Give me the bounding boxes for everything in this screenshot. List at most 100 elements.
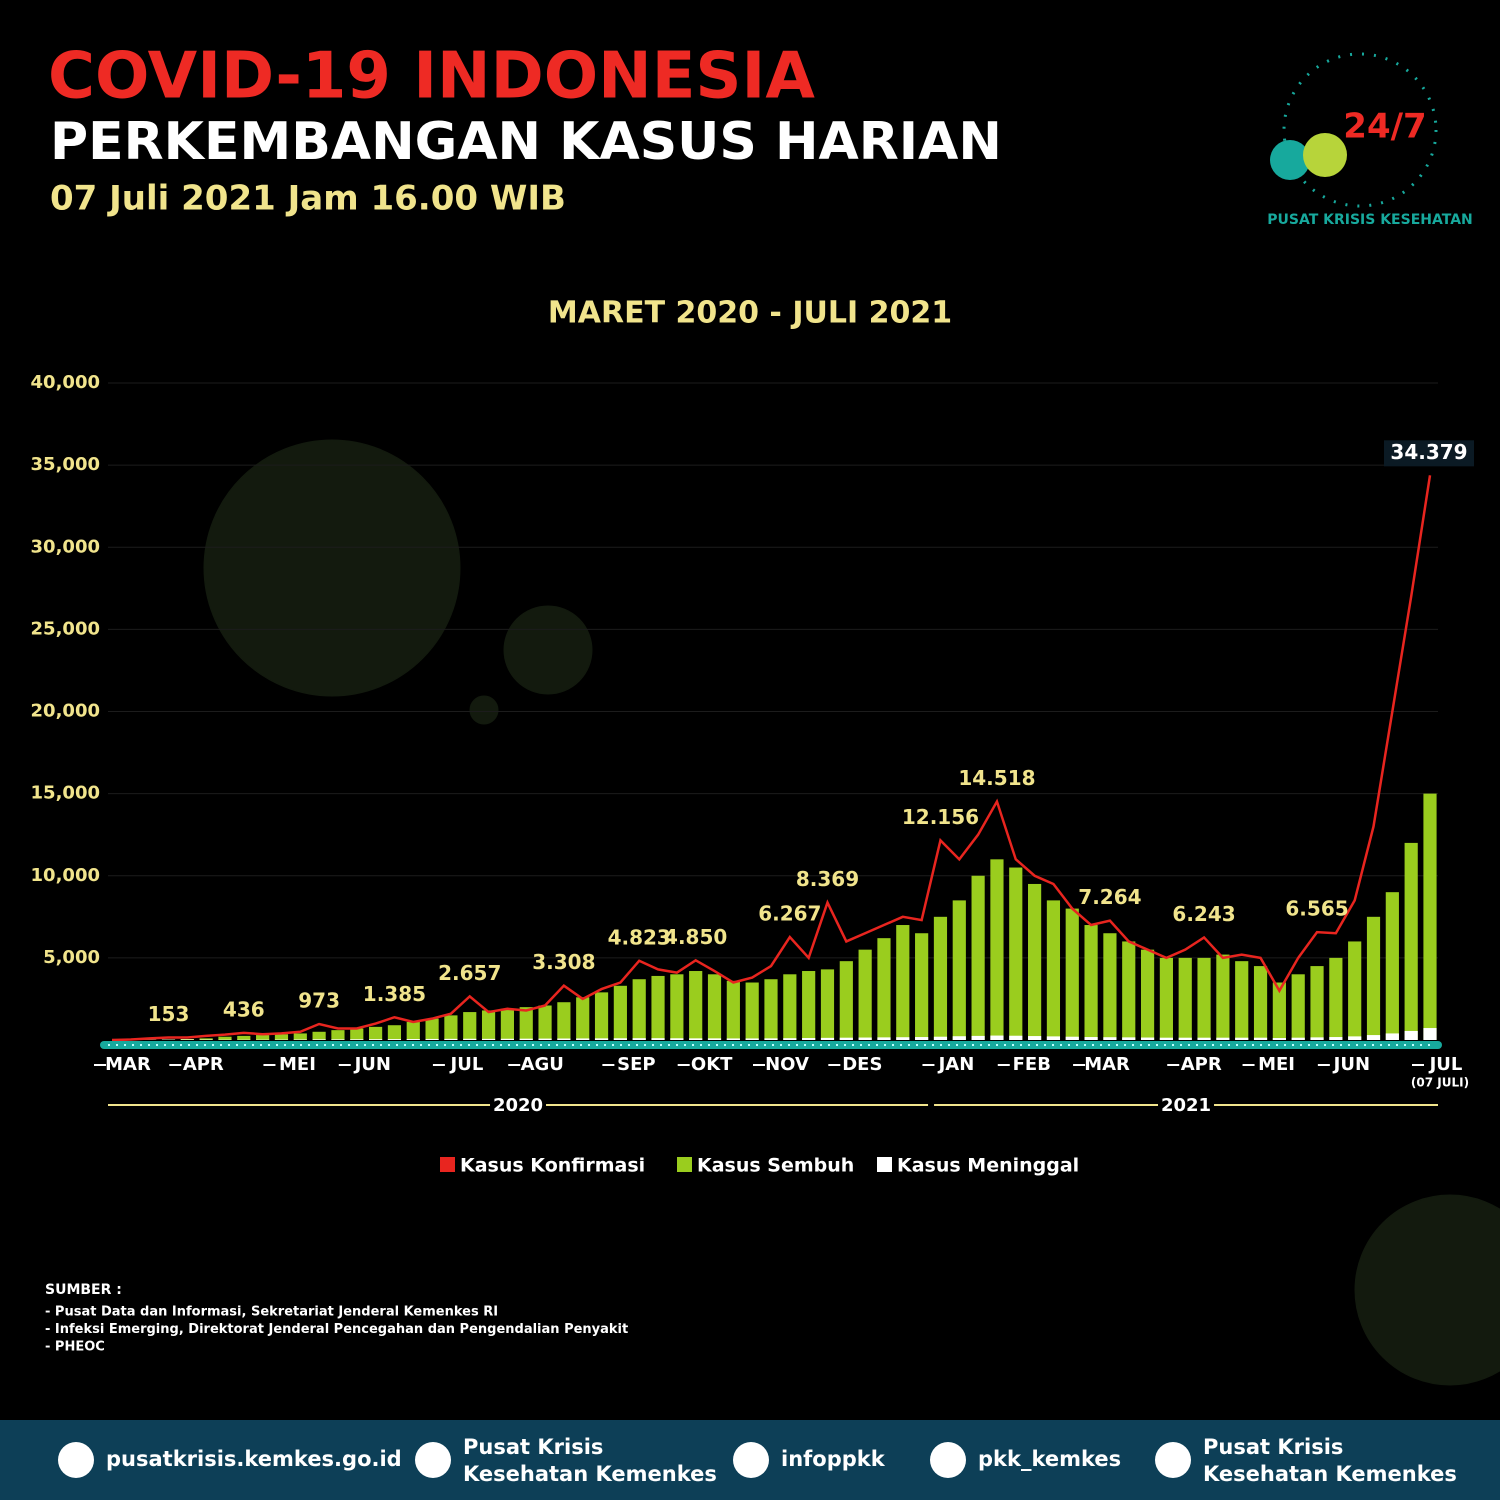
bar [1159, 1037, 1173, 1040]
bar [237, 1035, 251, 1040]
bar [218, 1036, 232, 1040]
legend-swatch [877, 1157, 892, 1172]
bar [820, 969, 835, 1040]
bar [707, 974, 722, 1040]
y-tick-label: 35,000 [31, 454, 100, 475]
bar [745, 982, 759, 1040]
bar [1423, 1028, 1437, 1040]
x-tick-label: JUN [353, 1054, 391, 1075]
bar [1028, 1036, 1042, 1040]
bar [1235, 961, 1249, 1040]
bar [331, 1039, 345, 1040]
bar [256, 1035, 270, 1040]
bar [1404, 842, 1418, 1040]
bar [1103, 933, 1117, 1040]
bar [1197, 1037, 1211, 1040]
title: COVID-19 INDONESIA [48, 40, 815, 114]
value-label: 3.308 [532, 950, 595, 974]
bar [839, 1037, 853, 1040]
bar [670, 1038, 684, 1040]
bar [933, 916, 948, 1040]
footer-icon [1155, 1442, 1191, 1478]
bar [952, 1036, 966, 1040]
bar [1065, 1036, 1079, 1040]
bar [820, 1037, 835, 1040]
bar [1103, 1037, 1117, 1040]
x-tick-label: SEP [617, 1054, 655, 1075]
bar [896, 1037, 910, 1040]
date: 07 Juli 2021 Jam 16.00 WIB [50, 179, 566, 219]
bar [1235, 1037, 1249, 1040]
y-tick-label: 20,000 [31, 701, 100, 722]
bar [839, 961, 853, 1040]
bar [783, 1038, 797, 1040]
bar [971, 1035, 985, 1040]
value-label: 8.369 [796, 867, 859, 891]
bar [670, 974, 684, 1040]
bar [1084, 925, 1098, 1040]
bar [858, 1037, 872, 1040]
line [111, 475, 1432, 1042]
footer-text: Kesehatan Kemenkes [463, 1462, 717, 1486]
bar [896, 925, 910, 1040]
logo-ring [1282, 52, 1438, 208]
bar [651, 1038, 665, 1040]
bar [1291, 1037, 1305, 1040]
logo-mark [1303, 133, 1347, 177]
y-tick-label: 10,000 [31, 865, 100, 886]
bar [726, 980, 740, 1040]
x-tick-label: MEI [1258, 1054, 1295, 1075]
bar [632, 1038, 646, 1040]
y-tick-label: 5,000 [43, 947, 100, 968]
value-label: 153 [148, 1002, 190, 1026]
year-label: 2020 [493, 1095, 543, 1116]
bar [425, 1018, 439, 1040]
bar [1009, 1035, 1023, 1040]
bar [745, 1038, 759, 1040]
bar [1366, 1035, 1381, 1040]
x-tick-label: NOV [765, 1054, 809, 1075]
bar [199, 1038, 213, 1040]
bar [1329, 1037, 1343, 1040]
bar [990, 1035, 1004, 1040]
bar [858, 949, 872, 1040]
legend-label: Kasus Sembuh [697, 1155, 854, 1177]
y-tick-label: 40,000 [31, 372, 100, 393]
bar [1122, 1037, 1136, 1040]
bar [613, 1038, 627, 1040]
bar [1122, 941, 1136, 1040]
bar [406, 1039, 420, 1040]
bar [1065, 908, 1079, 1040]
bar [444, 1015, 458, 1040]
bar [444, 1038, 458, 1040]
virus-decoration [203, 439, 1500, 1386]
bar [369, 1026, 383, 1040]
bar [707, 1038, 722, 1040]
value-label: 4.823 [608, 925, 671, 949]
bar [1159, 957, 1173, 1040]
bar [1140, 1037, 1155, 1040]
bar [274, 1034, 289, 1040]
bar [1329, 957, 1343, 1040]
y-tick-label: 30,000 [31, 536, 100, 557]
footer-text: pkk_kemkes [978, 1447, 1121, 1471]
bar [1216, 1037, 1230, 1040]
bar [971, 875, 985, 1040]
x-tick-label: AGU [521, 1054, 564, 1075]
bar [1348, 1036, 1362, 1040]
bar [1084, 1037, 1098, 1040]
bar [500, 1038, 514, 1040]
bar [1178, 957, 1192, 1040]
year-label-bg [1158, 1094, 1215, 1116]
bar [1253, 966, 1268, 1040]
footer-icon [733, 1442, 769, 1478]
bar [877, 1037, 891, 1040]
bar [1216, 954, 1230, 1040]
footer-icon [58, 1442, 94, 1478]
bar [1272, 1038, 1286, 1040]
bar [463, 1038, 477, 1040]
x-tick-label: DES [842, 1054, 882, 1075]
bar [1310, 966, 1324, 1040]
bar [933, 1036, 948, 1040]
